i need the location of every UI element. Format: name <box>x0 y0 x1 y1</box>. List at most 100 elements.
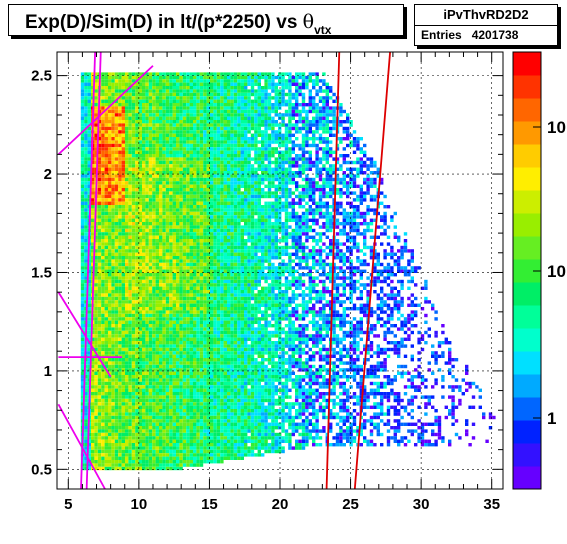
heatmap-cell <box>352 273 357 277</box>
heatmap-cell <box>80 276 85 280</box>
heatmap-cell <box>301 245 306 250</box>
heatmap-cell <box>393 232 397 236</box>
heatmap-cell <box>295 232 299 236</box>
heatmap-cell <box>155 106 159 110</box>
heatmap-cell <box>193 123 197 127</box>
heatmap-cell <box>193 133 197 137</box>
heatmap-cell <box>369 181 374 185</box>
heatmap-cell <box>131 103 136 107</box>
heatmap-cell <box>182 269 187 273</box>
heatmap-cell <box>179 103 183 107</box>
heatmap-cell <box>216 222 221 226</box>
heatmap-cell <box>148 147 153 151</box>
heatmap-cell <box>155 177 159 182</box>
heatmap-cell <box>189 286 193 290</box>
heatmap-cell <box>220 283 224 287</box>
heatmap-cell <box>108 256 112 260</box>
heatmap-cell <box>230 262 234 267</box>
heatmap-cell <box>210 75 214 80</box>
heatmap-cell <box>308 249 312 253</box>
heatmap-cell <box>121 86 125 90</box>
heatmap-cell <box>142 266 146 270</box>
heatmap-cell <box>176 239 180 243</box>
heatmap-cell <box>257 106 261 110</box>
heatmap-cell <box>352 150 357 154</box>
heatmap-cell <box>257 154 261 158</box>
heatmap-cell <box>216 130 221 134</box>
heatmap-cell <box>108 181 112 185</box>
heatmap-cell <box>138 72 142 76</box>
heatmap-cell <box>332 276 336 280</box>
heatmap-cell <box>267 245 272 250</box>
heatmap-cell <box>145 198 149 202</box>
heatmap-cell <box>84 167 88 171</box>
heatmap-cell <box>111 222 115 226</box>
heatmap-cell <box>284 194 289 199</box>
heatmap-cell <box>189 92 193 97</box>
heatmap-cell <box>230 92 234 97</box>
heatmap-cell <box>329 222 333 226</box>
heatmap-cell <box>179 130 183 134</box>
heatmap-cell <box>176 79 180 83</box>
heatmap-cell <box>104 116 108 120</box>
heatmap-cell <box>203 103 207 107</box>
heatmap-cell <box>104 269 108 273</box>
heatmap-cell <box>369 208 374 212</box>
heatmap-cell <box>373 269 377 273</box>
heatmap-cell <box>148 232 153 236</box>
heatmap-cell <box>199 276 204 280</box>
heatmap-cell <box>145 126 149 131</box>
heatmap-cell <box>254 205 258 209</box>
heatmap-cell <box>308 96 312 100</box>
heatmap-cell <box>148 164 153 168</box>
heatmap-cell <box>169 211 173 216</box>
heatmap-cell <box>203 113 207 117</box>
heatmap-cell <box>339 228 343 233</box>
heatmap-cell <box>284 103 289 107</box>
heatmap-cell <box>346 218 350 222</box>
heatmap-cell <box>210 143 214 148</box>
heatmap-cell <box>335 273 340 277</box>
heatmap-cell <box>220 232 224 236</box>
heatmap-cell <box>125 245 129 250</box>
heatmap-cell <box>162 279 166 284</box>
heatmap-cell <box>298 92 302 97</box>
heatmap-cell <box>213 194 217 199</box>
heatmap-cell <box>138 252 142 256</box>
heatmap-cell <box>352 181 357 185</box>
heatmap-cell <box>189 208 193 212</box>
heatmap-cell <box>220 262 224 267</box>
heatmap-cell <box>244 154 248 158</box>
heatmap-cell <box>155 92 159 97</box>
heatmap-cell <box>169 137 173 141</box>
heatmap-cell <box>223 113 227 117</box>
heatmap-cell <box>210 72 214 76</box>
heatmap-cell <box>104 99 108 103</box>
heatmap-cell <box>165 116 170 120</box>
heatmap-cell <box>101 116 105 120</box>
heatmap-cell <box>284 184 289 188</box>
heatmap-cell <box>223 249 227 253</box>
heatmap-cell <box>349 283 353 287</box>
heatmap-cell <box>165 211 170 216</box>
heatmap-cell <box>261 239 265 243</box>
heatmap-cell <box>237 160 241 165</box>
heatmap-cell <box>176 154 180 158</box>
heatmap-cell <box>114 79 119 83</box>
heatmap-cell <box>237 205 241 209</box>
heatmap-cell <box>182 75 187 80</box>
heatmap-cell <box>179 75 183 80</box>
heatmap-cell <box>189 276 193 280</box>
heatmap-cell <box>291 96 295 100</box>
heatmap-cell <box>97 140 102 144</box>
heatmap-cell <box>342 157 346 161</box>
heatmap-cell <box>359 164 363 168</box>
heatmap-cell <box>210 120 214 124</box>
heatmap-cell <box>196 188 200 192</box>
heatmap-cell <box>210 239 214 243</box>
heatmap-cell <box>80 225 85 229</box>
heatmap-cell <box>131 215 136 219</box>
heatmap-cell <box>227 79 231 83</box>
heatmap-cell <box>104 218 108 222</box>
heatmap-cell <box>346 181 350 185</box>
